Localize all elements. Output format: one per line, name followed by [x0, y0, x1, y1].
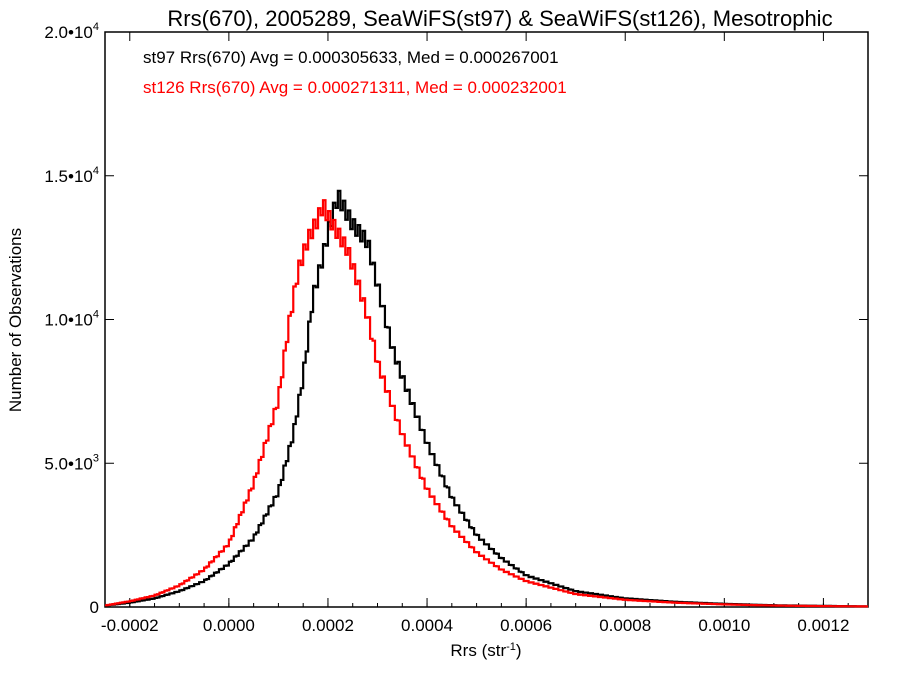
svg-text:Number of Observations: Number of Observations	[6, 228, 25, 412]
y-tick-label: 1.5•104	[44, 165, 99, 186]
plot-frame	[104, 31, 869, 608]
axis-ticks: -0.0002 0.0000 0.0002 0.0004 0.0006 0.0008 0.0…	[44, 21, 868, 635]
x-tick-label: 0.0004	[401, 616, 453, 635]
y-tick-label: 2.0•104	[44, 21, 99, 42]
annotations: st97 Rrs(670) Avg = 0.000305633, Med = 0…	[143, 48, 567, 97]
annotation-1: st126 Rrs(670) Avg = 0.000271311, Med = …	[143, 78, 567, 97]
x-tick-label: 0.0002	[302, 616, 354, 635]
x-tick-label: 0.0006	[500, 616, 552, 635]
y-tick-label: 0	[90, 598, 99, 617]
y-tick-label: 1.0•104	[44, 309, 99, 330]
series-layer	[105, 189, 868, 608]
x-tick-label: 0.0000	[203, 616, 255, 635]
y-axis-label: Number of Observations	[6, 228, 25, 412]
annotation-0: st97 Rrs(670) Avg = 0.000305633, Med = 0…	[143, 48, 559, 67]
chart-title: Rrs(670), 2005289, SeaWiFS(st97) & SeaWi…	[167, 6, 832, 31]
y-tick-label: 5.0•103	[44, 452, 99, 473]
x-axis-label: Rrs (str-1)	[450, 641, 521, 660]
series-line-0	[105, 189, 868, 608]
x-tick-label: 0.0010	[698, 616, 750, 635]
x-tick-label: -0.0002	[101, 616, 159, 635]
series-line-1	[105, 199, 868, 608]
x-tick-label: 0.0008	[599, 616, 651, 635]
x-tick-label: 0.0012	[797, 616, 849, 635]
